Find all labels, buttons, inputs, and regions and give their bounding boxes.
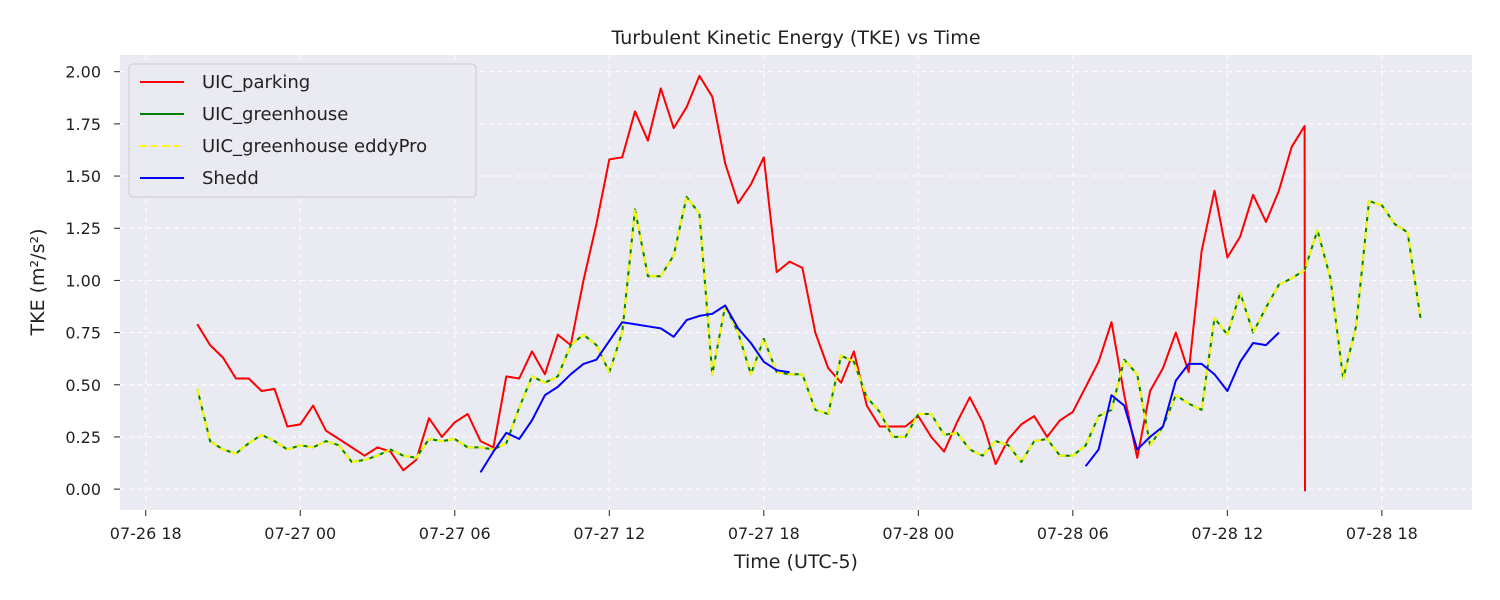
legend-label-shedd: Shedd (202, 168, 259, 189)
x-tick-label: 07-27 06 (419, 524, 491, 543)
y-axis-ticks: 0.00 0.25 0.50 0.75 1.00 1.25 1.50 1.75 2.00 (65, 63, 120, 499)
legend: UIC_parking UIC_greenhouse UIC_greenhouse … (128, 63, 477, 198)
x-tick-label: 07-26 18 (110, 524, 182, 543)
y-tick-label: 1.25 (65, 219, 101, 238)
series-line-shedd (479, 304, 1280, 473)
y-tick-label: 0.50 (65, 376, 101, 395)
series-line-uic-greenhouse-eddypro (196, 195, 1422, 463)
y-tick-label: 1.50 (65, 167, 101, 186)
y-tick-label: 2.00 (65, 63, 101, 82)
x-tick-label: 07-28 12 (1191, 524, 1263, 543)
x-tick-label: 07-27 00 (264, 524, 336, 543)
x-tick-label: 07-28 00 (882, 524, 954, 543)
x-axis-ticks: 07-26 18 07-27 00 07-27 06 07-27 12 07-27 18… (110, 510, 1418, 543)
y-tick-label: 0.75 (65, 324, 101, 343)
x-tick-label: 07-28 18 (1346, 524, 1418, 543)
legend-label-uic-parking: UIC_parking (202, 72, 310, 93)
y-tick-label: 0.00 (65, 480, 101, 499)
y-tick-label: 0.25 (65, 428, 101, 447)
x-tick-label: 07-27 12 (573, 524, 645, 543)
x-tick-label: 07-27 18 (728, 524, 800, 543)
series-lines (196, 74, 1422, 492)
y-tick-label: 1.00 (65, 271, 101, 290)
x-tick-label: 07-28 06 (1037, 524, 1109, 543)
chart-title: Turbulent Kinetic Energy (TKE) vs Time (610, 27, 980, 49)
y-tick-label: 1.75 (65, 115, 101, 134)
y-axis-title: TKE (m²/s²) (27, 229, 49, 337)
legend-label-uic-greenhouse: UIC_greenhouse (202, 104, 348, 125)
legend-box (128, 63, 477, 198)
legend-label-uic-greenhouse-eddypro: UIC_greenhouse eddyPro (202, 136, 427, 157)
x-axis-title: Time (UTC-5) (733, 551, 858, 573)
